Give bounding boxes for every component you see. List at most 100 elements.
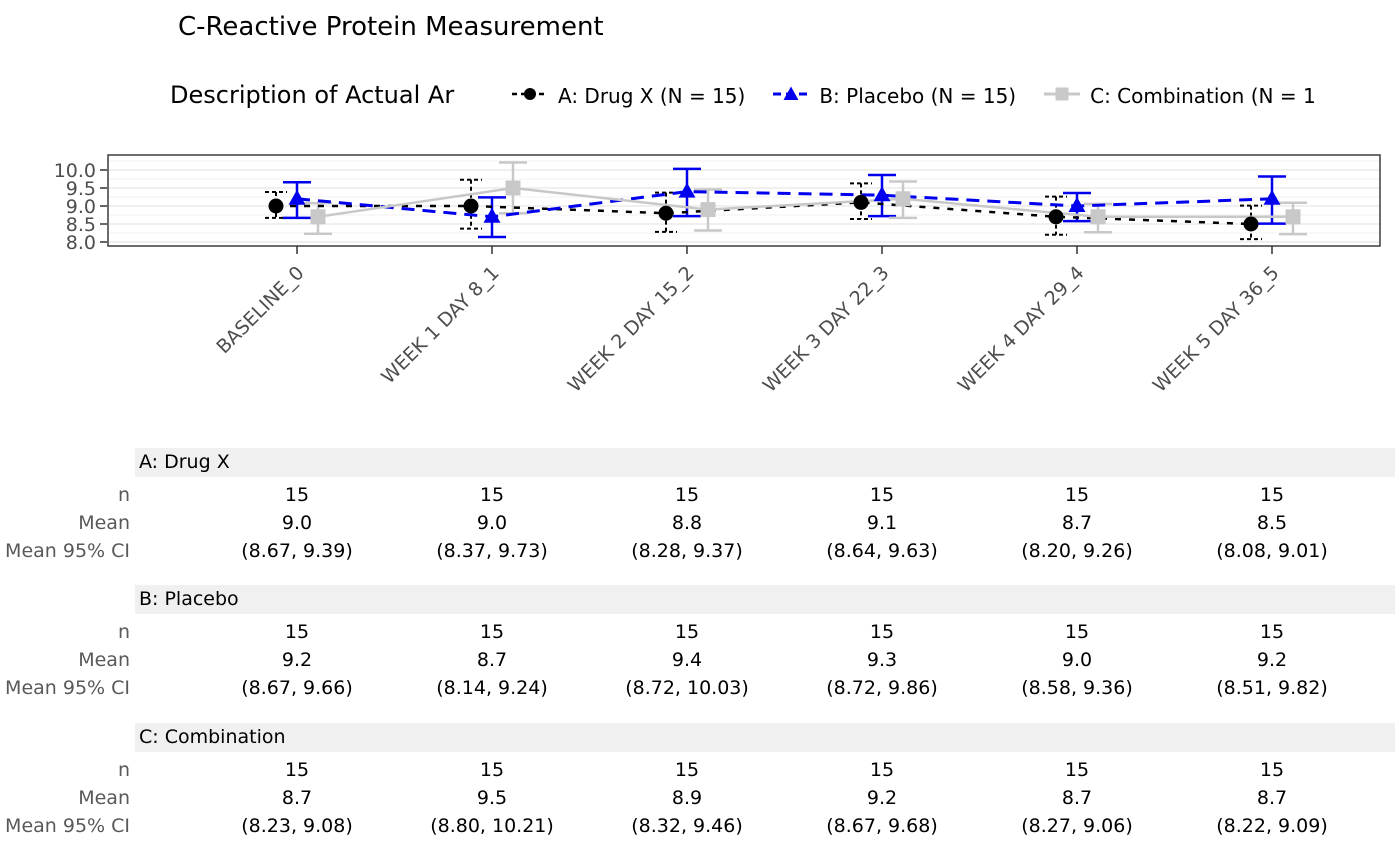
series-line <box>296 190 1273 219</box>
data-point-marker <box>1285 209 1301 225</box>
chart-title: C-Reactive Protein Measurement <box>178 12 604 42</box>
series-lines-layer <box>276 186 1293 226</box>
table-row: n 15 15 15 15 15 15 <box>0 618 1400 646</box>
markers-layer <box>268 180 1301 232</box>
table-cell: (8.23, 9.08) <box>241 815 353 837</box>
table-row-label: Mean 95% CI <box>5 815 130 837</box>
square-solid-line-icon <box>1042 82 1082 110</box>
table-cell: 8.8 <box>671 512 703 534</box>
table-cell: 8.5 <box>1256 512 1288 534</box>
table-cell: 8.7 <box>1256 787 1288 809</box>
data-point-marker <box>1263 189 1281 205</box>
table-cell: (8.64, 9.63) <box>826 540 938 562</box>
table-cell: 9.1 <box>866 512 898 534</box>
table-cell: (8.22, 9.09) <box>1216 815 1328 837</box>
table-cell: 9.0 <box>476 512 508 534</box>
series-line <box>317 186 1293 219</box>
table-row: Mean 9.0 9.0 8.8 9.1 8.7 8.5 <box>0 509 1400 537</box>
table-row-label: Mean 95% CI <box>5 540 130 562</box>
table-row: Mean 95% CI (8.67, 9.39) (8.37, 9.73) (8.28… <box>0 537 1400 565</box>
table-section-header: B: Placebo <box>135 585 1395 614</box>
table-cell: (8.58, 9.36) <box>1021 677 1133 699</box>
data-point-marker <box>288 189 306 205</box>
table-cell: 9.4 <box>671 649 703 671</box>
table-cell: 9.2 <box>281 649 313 671</box>
table-cell: 15 <box>284 484 310 506</box>
data-point-marker <box>895 191 911 207</box>
data-point-marker <box>463 198 479 214</box>
y-tick-label: 8.0 <box>66 232 96 254</box>
data-point-marker <box>873 186 891 202</box>
table-cell: 8.7 <box>476 649 508 671</box>
table-cell: (8.67, 9.68) <box>826 815 938 837</box>
table-cell: 15 <box>674 759 700 781</box>
y-tick-label: 9.5 <box>66 178 96 200</box>
table-cell: 9.0 <box>281 512 313 534</box>
data-point-marker <box>505 180 521 196</box>
y-tick-label: 10.0 <box>54 160 96 182</box>
table-cell: 9.0 <box>1061 649 1093 671</box>
legend-key-glyph <box>512 88 548 100</box>
table-row: n 15 15 15 15 15 15 <box>0 756 1400 784</box>
panel-border <box>107 154 1381 247</box>
table-cell: (8.67, 9.66) <box>241 677 353 699</box>
table-cell: (8.72, 10.03) <box>625 677 749 699</box>
table-row: Mean 95% CI (8.23, 9.08) (8.80, 10.21) (8.3… <box>0 812 1400 840</box>
table-cell: (8.32, 9.46) <box>631 815 743 837</box>
table-cell: 8.9 <box>671 787 703 809</box>
table-cell: 15 <box>1259 484 1285 506</box>
markers-a-drug-x <box>268 194 1259 232</box>
y-tick-label: 9.0 <box>66 196 96 218</box>
data-point-marker <box>700 202 716 218</box>
circle-dashed-line-icon <box>510 82 550 110</box>
table-cell: 15 <box>1064 621 1090 643</box>
table-cell: 15 <box>479 621 505 643</box>
table-row: n 15 15 15 15 15 15 <box>0 481 1400 509</box>
table-cell: (8.27, 9.06) <box>1021 815 1133 837</box>
legend-key-marker <box>524 88 536 100</box>
table-row-label: Mean <box>78 787 130 809</box>
y-axis: 8.08.59.09.510.0 <box>54 160 107 254</box>
table-cell: 8.7 <box>1061 787 1093 809</box>
legend-label: B: Placebo (N = 15) <box>819 84 1017 108</box>
table-row: Mean 95% CI (8.67, 9.66) (8.14, 9.24) (8.72… <box>0 674 1400 702</box>
table-cell: 15 <box>479 759 505 781</box>
legend-key-glyph <box>773 86 810 100</box>
data-point-marker <box>658 205 674 221</box>
legend-item-combination: C: Combination (N = 1 <box>1042 82 1316 110</box>
table-cell: 15 <box>869 759 895 781</box>
table-cell: 15 <box>284 621 310 643</box>
legend-label: A: Drug X (N = 15) <box>558 84 746 108</box>
legend-key-marker <box>783 86 799 100</box>
legend: A: Drug X (N = 15) B: Placebo (N = 15) C… <box>510 80 1316 112</box>
table-cell: 8.7 <box>281 787 313 809</box>
legend-item-placebo: B: Placebo (N = 15) <box>771 82 1016 110</box>
table-cell: (8.72, 9.86) <box>826 677 938 699</box>
table-cell: 15 <box>479 484 505 506</box>
table-section-header: A: Drug X <box>135 448 1395 477</box>
data-point-marker <box>1068 197 1086 212</box>
table-cell: 9.3 <box>866 649 898 671</box>
error-bars-layer <box>265 161 1307 241</box>
markers-b-placebo <box>288 182 1281 223</box>
markers-c-combination <box>310 180 1301 225</box>
table-cell: 15 <box>869 621 895 643</box>
table-cell: 15 <box>674 484 700 506</box>
table-cell: (8.08, 9.01) <box>1216 540 1328 562</box>
table-cell: (8.20, 9.26) <box>1021 540 1133 562</box>
table-section-header: C: Combination <box>135 723 1395 752</box>
table-cell: 15 <box>1259 621 1285 643</box>
table-row: Mean 9.2 8.7 9.4 9.3 9.0 9.2 <box>0 646 1400 674</box>
table-cell: (8.67, 9.39) <box>241 540 353 562</box>
table-cell: (8.14, 9.24) <box>436 677 548 699</box>
table-cell: 15 <box>284 759 310 781</box>
table-cell: 15 <box>869 484 895 506</box>
table-row-label: n <box>117 759 130 781</box>
data-point-marker <box>1090 209 1106 225</box>
y-tick-label: 8.5 <box>66 214 96 236</box>
table-cell: 9.5 <box>476 787 508 809</box>
series-line <box>276 201 1252 226</box>
